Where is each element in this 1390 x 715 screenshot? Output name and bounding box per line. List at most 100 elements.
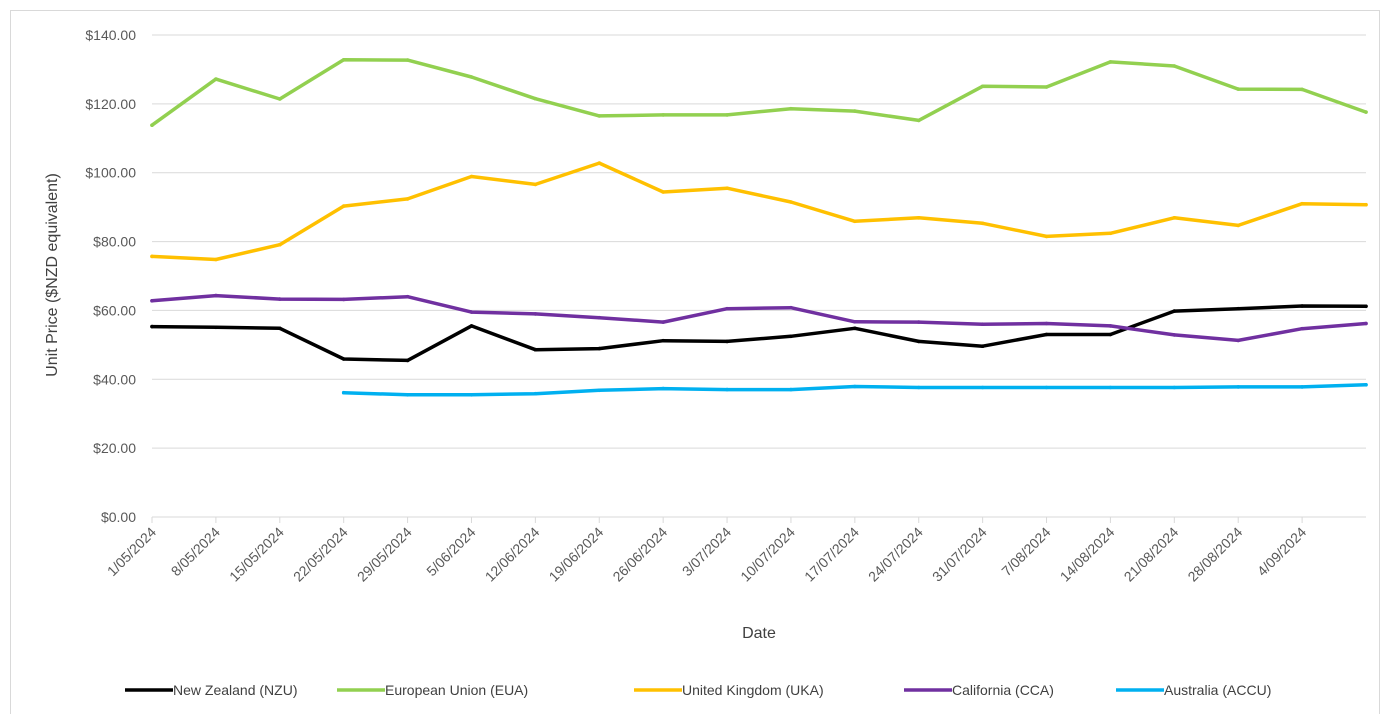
x-tick-label: 7/08/2024: [998, 524, 1054, 580]
data-point: [661, 320, 665, 324]
data-point: [150, 254, 154, 259]
data-point: [1044, 85, 1049, 89]
data-point: [725, 306, 729, 311]
data-point: [341, 390, 346, 395]
y-tick-label: $120.00: [85, 96, 136, 112]
data-point: [150, 299, 154, 303]
series-lines: [150, 58, 1368, 397]
data-point: [533, 96, 538, 101]
data-point: [1300, 201, 1304, 206]
x-tick-label: 19/06/2024: [546, 524, 607, 585]
y-tick-label: $40.00: [93, 371, 136, 387]
data-point: [214, 293, 218, 298]
data-point: [278, 297, 282, 301]
axes: $0.00 $20.00 $40.00 $60.00 $80.00 $100.00 $120…: [85, 27, 1366, 585]
x-tick-label: 29/05/2024: [354, 524, 415, 585]
data-point: [278, 242, 282, 247]
legend-label: European Union (EUA): [385, 682, 528, 698]
data-point: [214, 257, 218, 262]
legend-label: California (CCA): [952, 682, 1054, 698]
data-point: [469, 393, 474, 397]
x-tick-label: 31/07/2024: [929, 524, 990, 585]
data-point: [1236, 87, 1240, 91]
data-point: [789, 200, 793, 204]
x-tick-label: 15/05/2024: [226, 524, 287, 585]
x-tick-label: 28/08/2024: [1184, 524, 1245, 585]
data-point: [1300, 326, 1304, 331]
x-tick-label: 10/07/2024: [737, 524, 798, 585]
data-point: [1300, 304, 1304, 308]
legend-label: New Zealand (NZU): [173, 682, 297, 698]
data-point: [1108, 60, 1113, 64]
y-tick-label: $80.00: [93, 234, 136, 250]
y-tick-label: $100.00: [85, 165, 136, 181]
data-point: [916, 216, 921, 220]
data-point: [1236, 385, 1240, 389]
data-point: [789, 387, 793, 392]
series-line: [150, 293, 1368, 343]
x-tick-label: 1/05/2024: [104, 524, 160, 580]
legend: New Zealand (NZU) European Union (EUA) Uni…: [125, 682, 1271, 698]
x-tick-label: 26/06/2024: [609, 524, 670, 585]
y-tick-label: $0.00: [101, 509, 136, 525]
x-tick-label: 4/09/2024: [1254, 524, 1310, 580]
data-point: [150, 324, 154, 329]
data-point: [533, 312, 538, 316]
data-point: [853, 219, 857, 224]
data-point: [597, 161, 602, 165]
data-point: [1108, 332, 1113, 337]
x-tick-label: 17/07/2024: [801, 524, 862, 585]
data-point: [1172, 64, 1177, 68]
y-tick-label: $60.00: [93, 302, 136, 318]
data-point: [469, 310, 474, 314]
data-point: [725, 113, 729, 117]
data-point: [1236, 338, 1240, 343]
data-point: [661, 338, 665, 343]
data-point: [597, 388, 602, 393]
data-point: [405, 358, 410, 363]
data-point: [916, 385, 921, 390]
x-tick-label: 3/07/2024: [679, 524, 735, 580]
data-point: [150, 123, 154, 127]
y-axis-title: Unit Price ($NZD equivalent): [44, 173, 61, 377]
data-point: [1044, 385, 1049, 390]
data-point: [533, 347, 538, 352]
data-point: [533, 391, 538, 396]
data-point: [1236, 306, 1240, 311]
data-point: [661, 190, 665, 194]
data-point: [789, 106, 793, 111]
data-point: [980, 344, 985, 349]
data-point: [1172, 385, 1177, 390]
x-tick-label: 21/08/2024: [1121, 524, 1182, 585]
data-point: [341, 297, 346, 302]
data-point: [405, 294, 410, 299]
x-tick-label: 14/08/2024: [1057, 524, 1118, 585]
data-point: [725, 339, 729, 344]
data-point: [853, 109, 857, 113]
data-point: [1108, 231, 1113, 236]
x-tick-label: 5/06/2024: [423, 524, 479, 580]
data-point: [1172, 216, 1177, 220]
data-point: [597, 315, 602, 320]
data-point: [980, 221, 985, 226]
data-point: [916, 339, 921, 344]
data-point: [1108, 324, 1113, 328]
data-point: [1364, 304, 1368, 309]
data-point: [1300, 385, 1304, 389]
data-point: [853, 320, 857, 324]
data-point: [469, 174, 474, 179]
data-point: [597, 114, 602, 118]
gridlines: [152, 34, 1366, 518]
data-point: [661, 113, 665, 117]
data-point: [405, 393, 410, 397]
data-point: [1172, 309, 1177, 313]
data-point: [405, 197, 410, 201]
data-point: [1044, 321, 1049, 326]
data-point: [1108, 385, 1113, 390]
data-point: [214, 77, 218, 81]
data-point: [789, 334, 793, 339]
data-point: [661, 386, 665, 391]
data-point: [1364, 202, 1368, 207]
series-line: [150, 161, 1368, 262]
data-point: [789, 305, 793, 310]
